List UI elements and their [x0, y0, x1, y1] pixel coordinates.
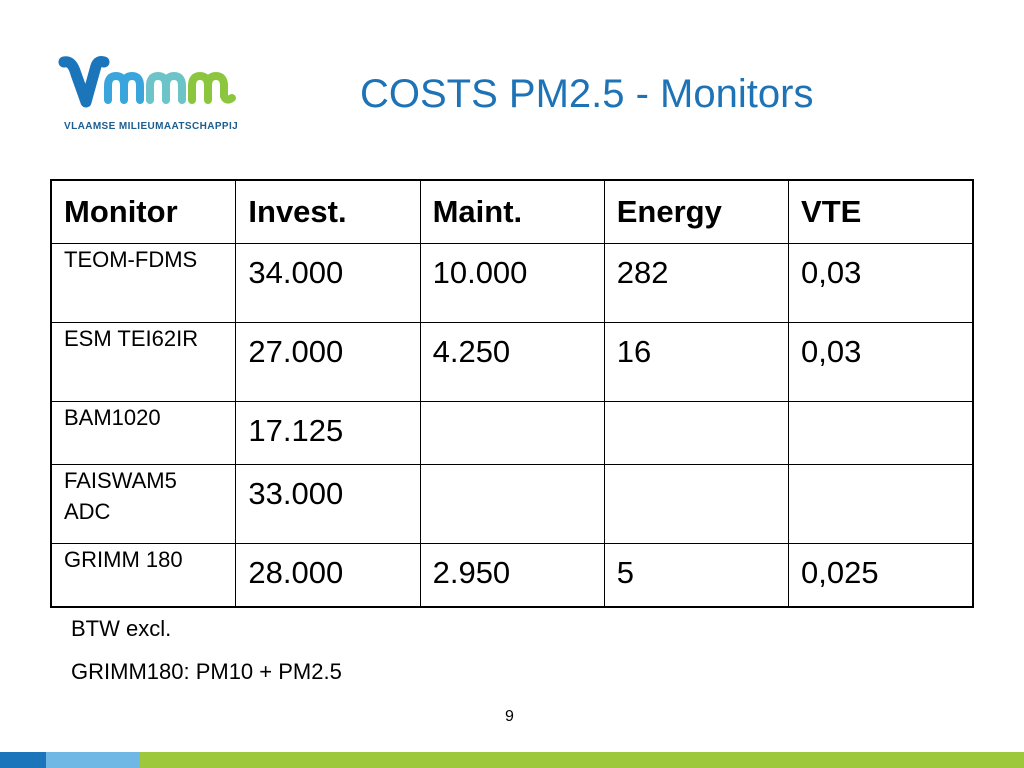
header-invest: Invest.	[235, 179, 421, 244]
cell-energy	[603, 464, 790, 544]
table-row: BAM1020 17.125	[50, 401, 974, 465]
logo-text: VLAAMSE MILIEUMAATSCHAPPIJ	[64, 121, 239, 132]
cell-energy	[603, 401, 790, 465]
cell-energy: 282	[603, 243, 790, 323]
cell-vte: 0,025	[788, 543, 974, 608]
table-row: GRIMM 180 28.000 2.950 5 0,025	[50, 543, 974, 608]
cell-maint	[419, 464, 605, 544]
cell-vte	[788, 401, 974, 465]
cell-maint: 2.950	[419, 543, 605, 608]
footer-segment-dark-blue	[0, 752, 46, 768]
table-row: FAISWAM5 ADC 33.000	[50, 464, 974, 544]
cell-vte: 0,03	[788, 322, 974, 402]
cell-invest: 17.125	[235, 401, 421, 465]
footer-bar	[0, 752, 1024, 768]
cell-invest: 28.000	[235, 543, 421, 608]
table-row: ESM TEI62IR 27.000 4.250 16 0,03	[50, 322, 974, 402]
cell-maint: 10.000	[419, 243, 605, 323]
footer-segment-light-blue	[46, 752, 140, 768]
footer-segment-green	[140, 752, 1024, 768]
cell-maint: 4.250	[419, 322, 605, 402]
note-vat: BTW excl.	[71, 616, 172, 641]
cell-maint	[419, 401, 605, 465]
cell-invest: 33.000	[235, 464, 421, 544]
cell-monitor: BAM1020	[50, 401, 237, 465]
vmm-logo	[58, 52, 238, 136]
cell-energy: 16	[603, 322, 790, 402]
cell-invest: 27.000	[235, 322, 421, 402]
cell-invest: 34.000	[235, 243, 421, 323]
header-energy: Energy	[603, 179, 790, 244]
page-title: COSTS PM2.5 - Monitors	[360, 72, 814, 116]
header-monitor: Monitor	[50, 179, 237, 244]
cell-vte: 0,03	[788, 243, 974, 323]
note-grimm: GRIMM180: PM10 + PM2.5	[71, 659, 342, 684]
header-maint: Maint.	[419, 179, 605, 244]
header-vte: VTE	[788, 179, 974, 244]
cell-vte	[788, 464, 974, 544]
cell-energy: 5	[603, 543, 790, 608]
page-number: 9	[505, 708, 514, 725]
costs-table: Monitor Invest. Maint. Energy VTE TEOM-F…	[50, 179, 974, 608]
cell-monitor: GRIMM 180	[50, 543, 237, 608]
table-row: TEOM-FDMS 34.000 10.000 282 0,03	[50, 243, 974, 323]
vmm-logo-mark	[58, 56, 236, 108]
cell-monitor: ESM TEI62IR	[50, 322, 237, 402]
cell-monitor: FAISWAM5 ADC	[50, 464, 237, 544]
table-header-row: Monitor Invest. Maint. Energy VTE	[50, 179, 974, 244]
cell-monitor: TEOM-FDMS	[50, 243, 237, 323]
